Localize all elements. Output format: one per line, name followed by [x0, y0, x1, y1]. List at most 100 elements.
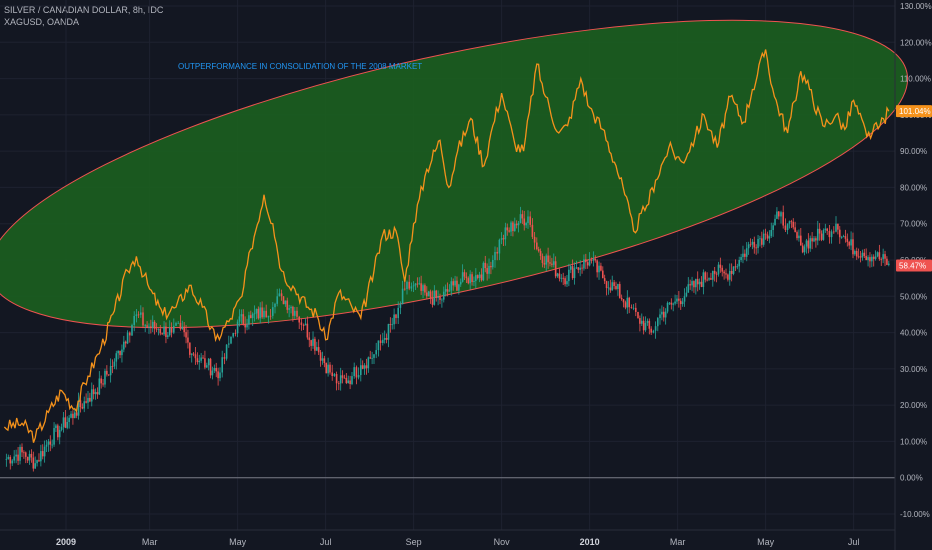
candle-body [146, 325, 148, 327]
candle-body [837, 223, 839, 230]
candle-body [234, 333, 237, 334]
candle-body [734, 266, 737, 268]
candle-body [728, 270, 731, 280]
candle-body [603, 278, 606, 282]
candle-body [433, 290, 436, 305]
candle-body [742, 253, 744, 258]
candle-body [717, 264, 720, 275]
candle-body [476, 275, 479, 279]
candle-body [796, 232, 798, 239]
y-tick-label: 70.00% [900, 220, 927, 229]
candle-body [613, 282, 615, 287]
candle-body [123, 341, 125, 350]
candle-body [389, 323, 392, 325]
candle-body [170, 327, 173, 333]
candle-body [109, 366, 112, 376]
candle-body [478, 274, 481, 279]
candle-body [727, 274, 729, 280]
candle-body [459, 281, 462, 285]
candle-body [223, 357, 226, 359]
candle-body [545, 255, 548, 265]
candle-body [437, 296, 439, 298]
candle-body [617, 284, 619, 290]
candle-body [75, 412, 78, 416]
candle-body [244, 323, 246, 328]
candle-body [40, 451, 42, 462]
candle-body [117, 350, 119, 354]
candle-body [153, 321, 156, 329]
candle-body [401, 288, 404, 305]
consolidation-ellipse[interactable] [0, 0, 932, 391]
candle-body [486, 268, 488, 274]
candle-body [157, 328, 160, 330]
candle-body [738, 260, 740, 267]
candle-body [416, 283, 419, 285]
candle-body [496, 251, 498, 254]
time-axis[interactable]: 2009 Mar May Jul Sep Nov 2010 Mar May Jul [56, 537, 859, 547]
candle-body [869, 257, 871, 262]
candle-body [704, 272, 707, 280]
candle-body [238, 316, 241, 322]
candle-body [646, 320, 649, 323]
candle-body [661, 311, 663, 315]
candle-body [450, 281, 453, 291]
candle-body [818, 228, 821, 234]
candle-body [547, 255, 549, 263]
x-tick-label: Nov [494, 537, 511, 547]
candle-body [662, 311, 665, 318]
candle-body [36, 460, 38, 464]
candle-body [600, 265, 602, 271]
candle-body [498, 239, 501, 254]
candle-body [736, 266, 739, 268]
candle-body [508, 230, 510, 232]
candle-body [556, 273, 559, 277]
candle-body [317, 347, 320, 353]
candle-body [165, 326, 167, 338]
candle-body [816, 228, 819, 241]
candle-body [840, 237, 843, 238]
candle-body [431, 298, 434, 305]
candle-body [189, 342, 191, 355]
candle-body [842, 236, 845, 238]
candle-body [674, 301, 676, 304]
candle-body [408, 281, 410, 289]
candle-body [554, 261, 557, 277]
candle-body [562, 277, 564, 279]
candle-body [473, 280, 475, 282]
candle-body [482, 262, 485, 281]
candle-body [349, 380, 351, 385]
candle-body [373, 354, 375, 358]
candle-body [824, 228, 827, 231]
candle-body [13, 456, 15, 461]
candle-body [774, 218, 776, 226]
candle-body [142, 312, 144, 326]
candle-body [85, 401, 87, 403]
candle-body [382, 339, 384, 343]
candle-body [369, 357, 372, 359]
candle-body [566, 281, 568, 285]
candle-body [585, 259, 587, 263]
candle-body [310, 340, 312, 346]
candle-body [427, 291, 430, 297]
candle-body [365, 365, 368, 369]
candle-body [780, 212, 782, 217]
candle-body [406, 281, 408, 290]
candle-body [630, 307, 633, 308]
x-tick-label: 2010 [580, 537, 600, 547]
candle-body [768, 236, 771, 239]
candle-body [573, 268, 576, 279]
candle-body [175, 323, 177, 326]
candle-body [461, 272, 464, 282]
candle-body [830, 231, 833, 238]
candle-body [274, 303, 276, 308]
candle-body [144, 325, 146, 327]
candle-body [766, 234, 769, 239]
candle-body [552, 261, 555, 265]
candle-body [715, 273, 718, 275]
candle-body [710, 278, 712, 280]
y-tick-label: 130.00% [900, 2, 932, 11]
x-tick-label: Mar [142, 537, 158, 547]
candle-body [204, 358, 206, 368]
candle-body [693, 281, 695, 288]
